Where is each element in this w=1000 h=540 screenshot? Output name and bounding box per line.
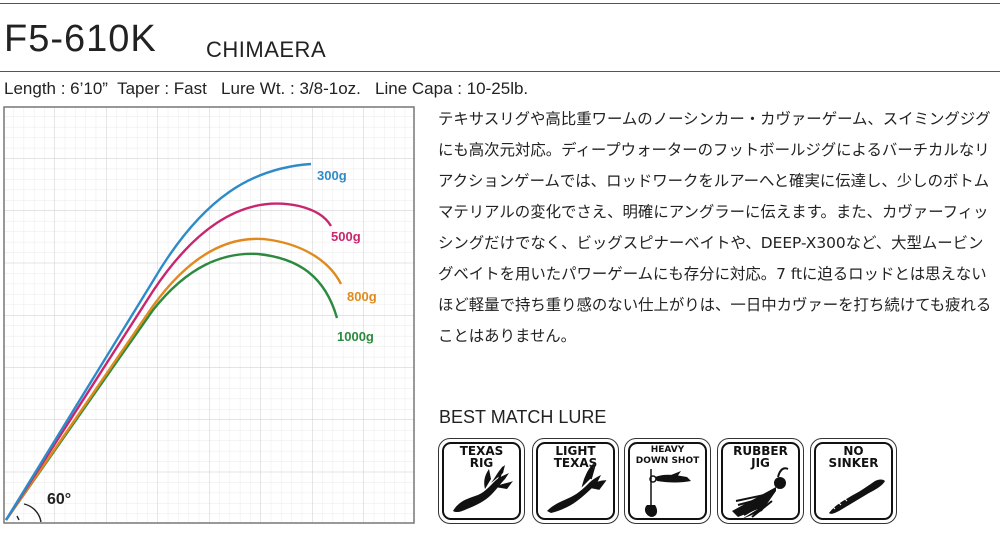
lure-badge-rubber-jig: RUBBER JIG [717, 438, 804, 524]
lure-label-line2: TEXAS [553, 456, 598, 470]
lure-label-line1: HEAVY [650, 445, 685, 455]
lure-label-line1: LIGHT [555, 444, 596, 458]
top-divider [0, 3, 1000, 4]
lure-label-line2: JIG [751, 456, 770, 470]
lure-label-line1: TEXAS [459, 444, 504, 458]
lure-label-line2: DOWN SHOT [635, 456, 700, 466]
bend-curve-300g [4, 162, 312, 521]
bend-curve-500g [4, 202, 333, 521]
description-text: テキサスリグや高比重ワームのノーシンカー・カヴァーゲーム、スイミングジグにも高次… [438, 110, 992, 345]
lure-label-line2: SINKER [828, 456, 879, 470]
light-texas-worm-icon [547, 462, 607, 513]
angle-label: 60° [47, 491, 71, 508]
lure-label-line1: NO [843, 444, 864, 458]
chart-grid [3, 106, 415, 524]
bend-curve-1000g [5, 252, 339, 521]
best-match-lure-title: BEST MATCH LURE [439, 407, 607, 427]
lure-label-line2: RIG [469, 456, 494, 470]
lure-badge-texas-rig: TEXAS RIG [438, 438, 525, 524]
no-sinker-worm-icon [829, 479, 885, 514]
lure-label-line1: RUBBER [733, 444, 788, 458]
bend-curve-800g [5, 237, 343, 521]
header-divider [0, 71, 1000, 72]
curve-label-800g: 800g [347, 289, 377, 304]
curve-label-1000g: 1000g [337, 329, 374, 344]
lure-badge-light-texas: LIGHT TEXAS [532, 438, 619, 524]
lure-badge-no-sinker: NO SINKER [810, 438, 897, 524]
angle-arc [16, 503, 42, 523]
bend-curve-chart: 60° 1000g 800g 500g 300g [3, 106, 415, 524]
rubber-jig-icon [732, 467, 789, 519]
lure-badge-heavy-down-shot: HEAVY DOWN SHOT [624, 438, 711, 524]
curve-label-300g: 300g [317, 168, 347, 183]
spec-line: Length : 6’10” Taper : Fast Lure Wt. : 3… [4, 79, 529, 98]
curve-label-500g: 500g [331, 229, 361, 244]
model-name: F5-610K [4, 18, 157, 60]
series-name: CHIMAERA [206, 37, 327, 62]
texas-rig-worm-icon [453, 465, 513, 513]
down-shot-rig-icon [644, 469, 691, 517]
